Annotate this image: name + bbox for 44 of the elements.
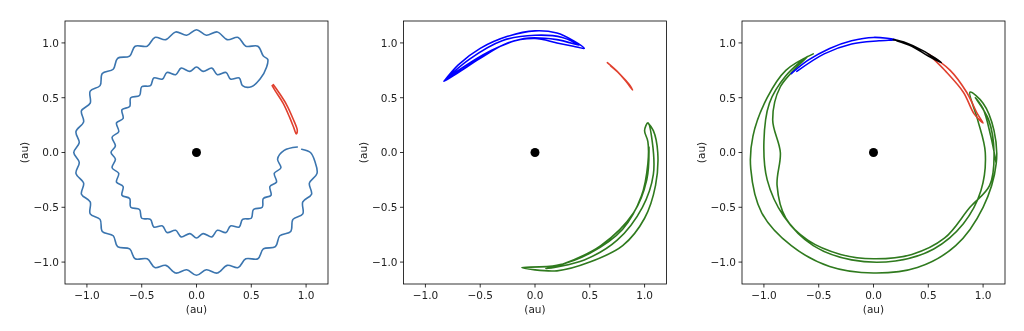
y-tick-label: −1.0 xyxy=(33,255,59,268)
line-series xyxy=(271,83,299,135)
y-tick-label: −0.5 xyxy=(33,201,59,214)
x-tick-label: 0.5 xyxy=(581,289,599,301)
x-tick-label: −1.0 xyxy=(412,289,439,301)
x-tick-label: 1.0 xyxy=(636,289,653,301)
line-series xyxy=(72,28,318,277)
x-axis-title: (au) xyxy=(524,303,546,315)
y-tick-label: 1.0 xyxy=(719,36,736,49)
x-tick-label: 0.0 xyxy=(188,289,205,301)
x-tick-label: −1.0 xyxy=(74,289,100,301)
y-tick-label: 0.0 xyxy=(42,146,59,159)
y-tick-label: 0.5 xyxy=(719,91,736,104)
line-series xyxy=(749,53,998,274)
y-tick-label: 0.5 xyxy=(380,91,398,104)
x-tick-label: 0.0 xyxy=(865,289,882,301)
line-series xyxy=(892,38,943,64)
x-tick-label: 0.5 xyxy=(919,289,937,301)
y-axis-title: (au) xyxy=(695,141,707,164)
x-tick-label: 1.0 xyxy=(297,289,315,301)
line-series xyxy=(790,36,897,75)
y-tick-label: 1.0 xyxy=(380,36,398,49)
y-tick-label: 1.0 xyxy=(42,36,59,49)
x-tick-label: 1.0 xyxy=(974,289,992,301)
x-tick-label: −0.5 xyxy=(805,289,832,301)
y-tick-label: 0.5 xyxy=(42,91,59,104)
y-axis-title: (au) xyxy=(18,141,30,164)
x-tick-label: −1.0 xyxy=(751,289,777,301)
line-series xyxy=(443,30,586,83)
line-series xyxy=(606,61,634,91)
x-axis-title: (au) xyxy=(185,303,208,315)
y-tick-label: −0.5 xyxy=(372,201,398,214)
x-axis-title: (au) xyxy=(862,303,885,315)
y-tick-label: −1.0 xyxy=(372,255,398,268)
line-series xyxy=(521,122,659,272)
x-tick-label: −0.5 xyxy=(467,289,493,301)
x-tick-label: 0.5 xyxy=(242,289,260,301)
y-axis-title: (au) xyxy=(356,141,369,164)
y-tick-label: −1.0 xyxy=(710,255,736,268)
x-tick-label: −0.5 xyxy=(128,289,155,301)
y-tick-label: 0.0 xyxy=(719,146,736,159)
y-tick-label: −0.5 xyxy=(710,201,736,214)
y-tick-label: 0.0 xyxy=(380,146,398,159)
x-tick-label: 0.0 xyxy=(526,289,544,301)
